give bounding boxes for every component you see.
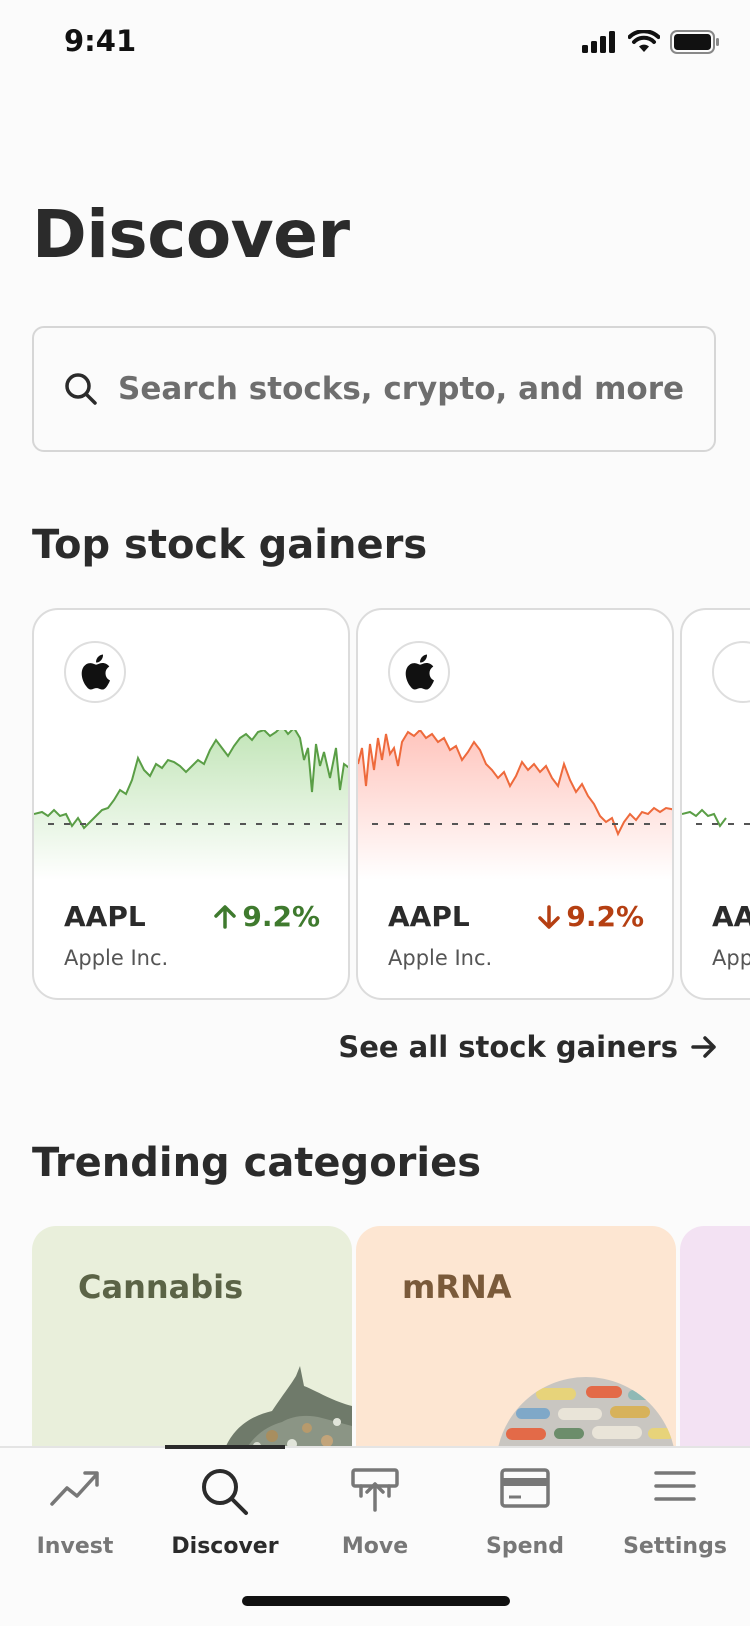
move-icon (351, 1468, 399, 1512)
sparkline-line (34, 730, 348, 830)
tab-move[interactable]: Move (300, 1466, 450, 1566)
tab-label: Settings (623, 1534, 727, 1559)
sparkline-line (358, 730, 672, 837)
search-input[interactable] (116, 370, 700, 408)
category-card-mrna[interactable]: mRNA (356, 1226, 676, 1446)
home-indicator (242, 1596, 510, 1606)
apple-logo-icon (405, 654, 434, 690)
company-logo (64, 641, 126, 703)
see-all-label: See all stock gainers (338, 1030, 678, 1064)
price-change-value: 9.2% (566, 900, 644, 933)
tab-label: Move (341, 1534, 409, 1559)
price-change-value: 9.2% (242, 900, 320, 933)
company-logo (712, 641, 750, 703)
search-bar[interactable] (32, 326, 716, 452)
stock-card[interactable]: AAPL Apple Inc. (680, 608, 750, 1000)
company-name: Apple Inc. (712, 946, 750, 970)
status-time: 9:41 (64, 24, 137, 58)
status-icons (582, 30, 720, 54)
ticker-symbol: AAPL (712, 900, 750, 933)
mrna-pills-image (496, 1377, 676, 1446)
ticker-symbol: AAPL (64, 900, 146, 933)
price-sparkline-chart (34, 730, 348, 880)
tab-invest[interactable]: Invest (0, 1466, 150, 1566)
wifi-icon (628, 30, 660, 52)
sparkline-area (34, 730, 348, 880)
tab-label: Invest (36, 1534, 114, 1559)
arrow-up-icon (214, 904, 237, 929)
page-title: Discover (32, 196, 350, 273)
signal-icon (582, 31, 615, 53)
search-icon (202, 1469, 248, 1515)
tab-spend[interactable]: Spend (450, 1466, 600, 1566)
arrow-right-icon (691, 1036, 716, 1058)
category-label: mRNA (402, 1268, 512, 1306)
price-sparkline-chart (682, 808, 750, 828)
tab-label: Spend (486, 1534, 564, 1559)
tab-settings[interactable]: Settings (600, 1466, 750, 1566)
category-card[interactable] (680, 1226, 750, 1446)
tab-discover[interactable]: Discover (150, 1466, 300, 1566)
arrow-down-icon (538, 904, 561, 929)
category-carousel[interactable]: Cannabis mRNA (32, 1226, 750, 1446)
trending-categories-title: Trending categories (32, 1140, 482, 1186)
trend-icon (50, 1471, 99, 1506)
top-gainers-title: Top stock gainers (32, 522, 428, 568)
tab-label: Discover (171, 1534, 279, 1559)
price-change: 9.2% (212, 900, 320, 933)
battery-icon (670, 30, 719, 54)
apple-logo-icon (81, 654, 110, 690)
category-label: Cannabis (78, 1268, 244, 1306)
price-change: 9.2% (536, 900, 644, 933)
search-icon (65, 373, 97, 405)
sparkline-line (682, 808, 727, 828)
stock-card[interactable]: AAPL Apple Inc. 9.2% (356, 608, 674, 1000)
stock-card[interactable]: AAPL Apple Inc. 9.2% (32, 608, 350, 1000)
sparkline-area (358, 730, 672, 880)
category-card-cannabis[interactable]: Cannabis (32, 1226, 352, 1446)
card-icon (500, 1468, 550, 1508)
stock-cards-carousel[interactable]: AAPL Apple Inc. 9.2% (32, 608, 750, 1003)
menu-icon (654, 1471, 696, 1501)
company-name: Apple Inc. (388, 946, 493, 970)
company-logo (388, 641, 450, 703)
status-bar: 9:41 (0, 0, 750, 92)
price-sparkline-chart (358, 730, 672, 880)
ticker-symbol: AAPL (388, 900, 470, 933)
company-name: Apple Inc. (64, 946, 169, 970)
active-tab-indicator (165, 1445, 285, 1449)
see-all-gainers-link[interactable]: See all stock gainers (338, 1030, 718, 1064)
cannabis-image (226, 1366, 352, 1446)
